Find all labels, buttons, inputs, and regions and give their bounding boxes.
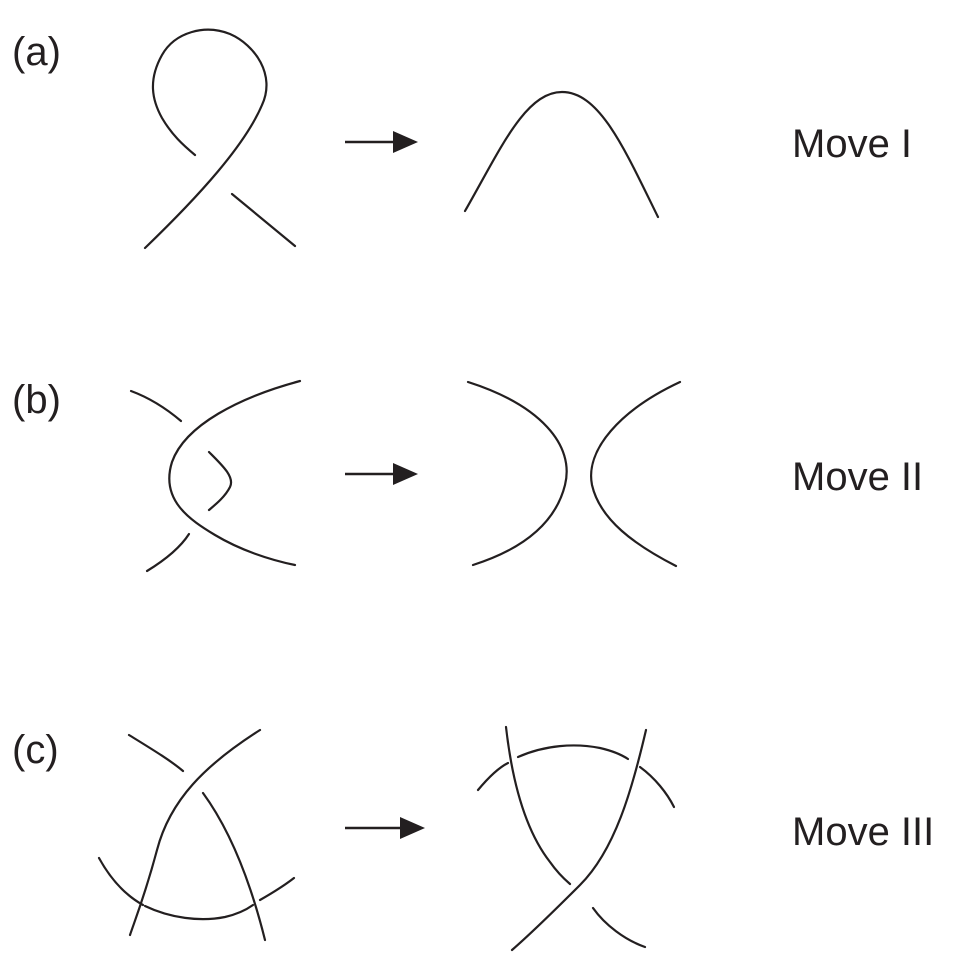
left-strand-lower [591,906,647,949]
move-i-before-knot [143,28,297,250]
over-strand [168,379,302,567]
over-strand-a [128,728,262,937]
arc-strand-right [638,765,676,809]
left-arc [466,380,568,567]
move-iii-before-knot [97,728,296,942]
loop-under-strand [230,192,297,248]
move-label: Move III [792,810,935,854]
move-i-after-knot [463,90,660,219]
move-ii-diagram [129,379,682,573]
under-strand-center [143,903,255,921]
move-iii-after-knot [476,725,676,952]
loop-over-strand [143,28,268,250]
middle-strand-bottom [201,791,267,942]
arc-strand-left [476,761,510,792]
left-strand-upper [504,725,572,886]
under-strand-middle [207,450,233,512]
right-arc [590,380,682,568]
move-i-arrow [345,131,418,153]
panel-label: (b) [12,378,61,422]
move-ii-arrow [345,463,418,485]
move-label: Move II [792,455,924,499]
under-strand-left [97,856,145,907]
move-label: Move I [792,122,913,166]
panel-label: (c) [12,728,59,772]
move-ii-after-knot [466,380,682,568]
panel-label: (a) [12,30,61,74]
move-iii-arrow [345,817,425,839]
arc-strand-center [516,744,630,761]
move-i-panel: (a) Move I [0,0,965,300]
under-strand-bottom [145,532,191,573]
under-strand-top [129,389,183,423]
over-strand-b [510,728,648,952]
middle-strand-top [127,733,185,773]
move-ii-panel: (b) Move II [0,300,965,600]
move-ii-before-knot [129,379,302,573]
unknotted-arc [463,90,660,219]
move-iii-diagram [97,725,676,952]
move-i-diagram [143,28,660,250]
under-strand-right [258,876,296,902]
move-iii-panel: (c) Move III [0,660,965,972]
